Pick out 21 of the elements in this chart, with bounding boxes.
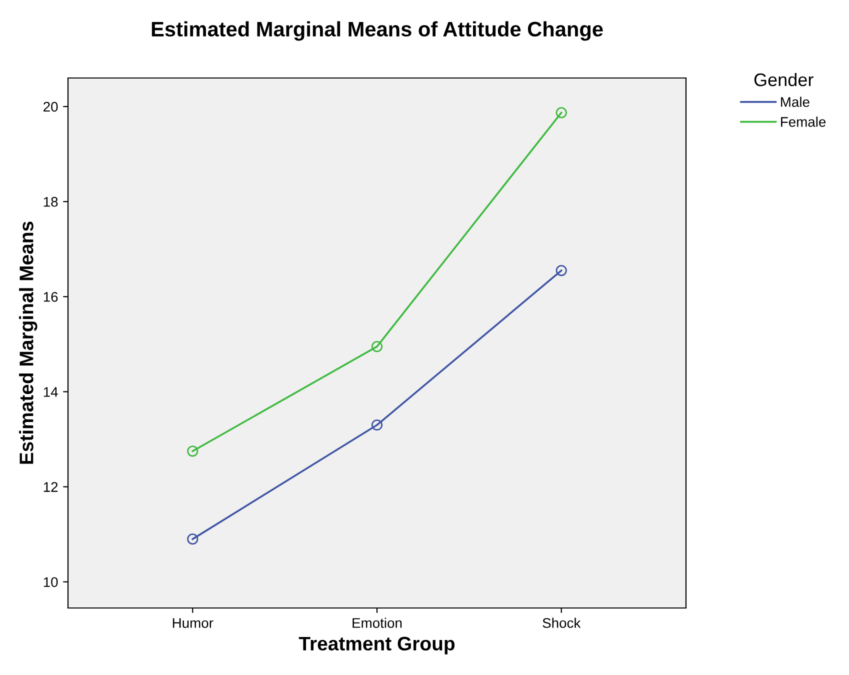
chart-title: Estimated Marginal Means of Attitude Change	[152, 21, 603, 41]
y-axis-title: Estimated Marginal Means	[19, 222, 38, 464]
x-axis-title: Treatment Group	[298, 636, 455, 654]
legend-title: Gender	[754, 72, 814, 86]
y-tick-label: 16	[44, 292, 58, 302]
x-tick-label: Emotion	[352, 618, 402, 628]
legend-label: Female	[781, 116, 826, 127]
point	[371, 419, 383, 431]
legend-label: Male	[781, 96, 810, 107]
y-tick-label: 14	[44, 387, 58, 397]
point	[187, 534, 198, 545]
y-tick-label: 18	[44, 196, 58, 207]
point	[187, 446, 198, 457]
x-tick-label: Humor	[172, 618, 214, 628]
point	[556, 107, 567, 118]
y-tick-label: 20	[44, 102, 58, 112]
point	[556, 264, 567, 276]
y-tick-label: 10	[44, 577, 58, 588]
y-tick-label: 12	[44, 482, 58, 492]
x-tick-label: Shock	[542, 618, 581, 628]
point	[371, 341, 383, 352]
